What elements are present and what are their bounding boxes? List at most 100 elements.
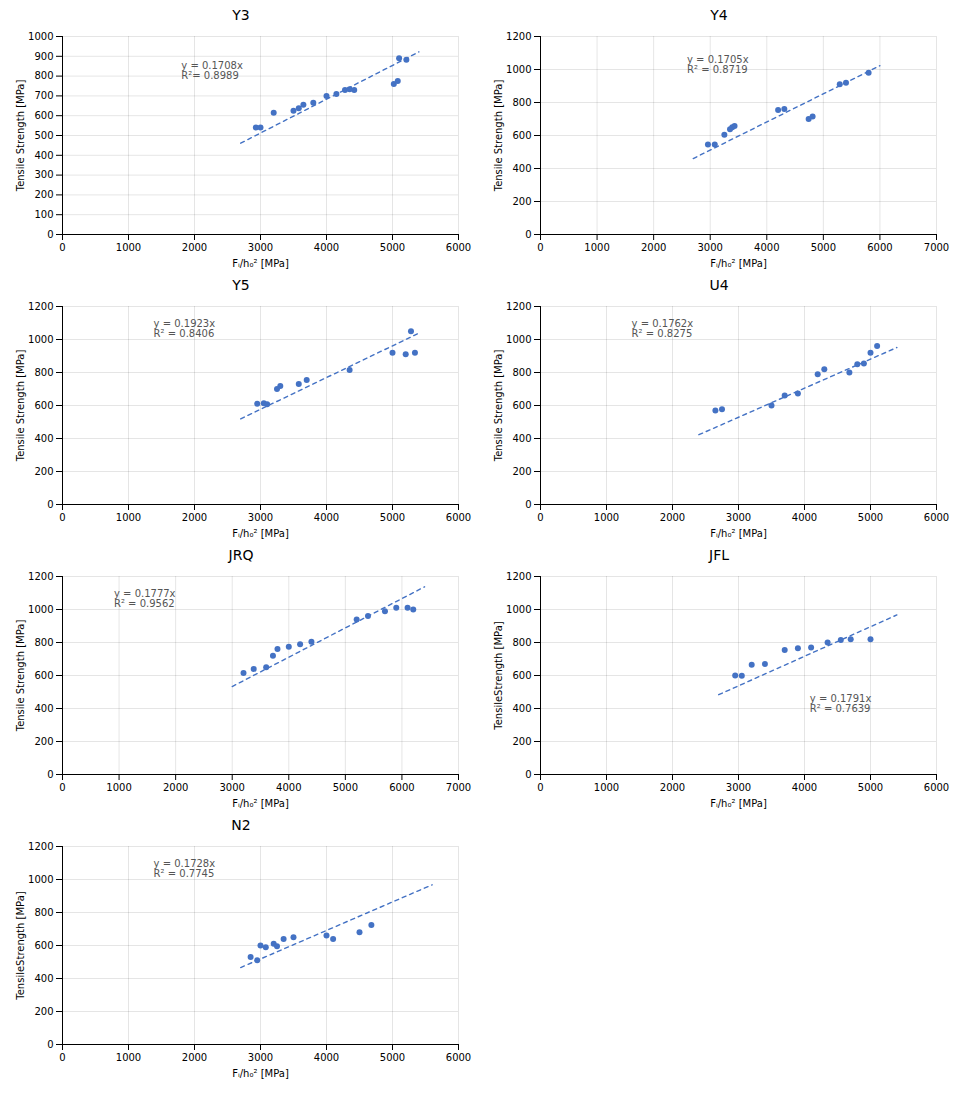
svg-text:400: 400 <box>34 150 53 161</box>
svg-text:1200: 1200 <box>28 301 53 312</box>
svg-text:600: 600 <box>512 130 531 141</box>
svg-text:0: 0 <box>537 782 543 793</box>
svg-text:y = 0.1728xR² = 0.7745: y = 0.1728xR² = 0.7745 <box>154 858 216 879</box>
svg-text:200: 200 <box>34 466 53 477</box>
svg-text:2000: 2000 <box>660 782 685 793</box>
svg-text:0: 0 <box>59 242 65 253</box>
svg-text:800: 800 <box>512 367 531 378</box>
svg-text:200: 200 <box>512 466 531 477</box>
svg-text:0: 0 <box>47 1039 53 1050</box>
svg-text:400: 400 <box>512 433 531 444</box>
svg-text:y = 0.1923xR² = 0.8406: y = 0.1923xR² = 0.8406 <box>154 318 216 339</box>
svg-text:TensileStrength [MPa]: TensileStrength [MPa] <box>15 891 26 1000</box>
svg-text:800: 800 <box>34 367 53 378</box>
svg-text:1200: 1200 <box>506 301 531 312</box>
svg-text:0: 0 <box>525 499 531 510</box>
svg-text:600: 600 <box>512 670 531 681</box>
svg-text:Fᵢ/h₀² [MPa]: Fᵢ/h₀² [MPa] <box>232 258 289 269</box>
svg-text:5000: 5000 <box>380 1052 405 1063</box>
svg-text:5000: 5000 <box>858 512 883 523</box>
svg-text:4000: 4000 <box>314 512 339 523</box>
svg-text:Fᵢ/h₀² [MPa]: Fᵢ/h₀² [MPa] <box>232 1068 289 1079</box>
svg-text:1000: 1000 <box>584 242 609 253</box>
svg-text:1000: 1000 <box>28 31 53 42</box>
svg-text:1200: 1200 <box>506 31 531 42</box>
svg-text:1200: 1200 <box>28 571 53 582</box>
svg-text:800: 800 <box>34 70 53 81</box>
svg-text:1200: 1200 <box>506 571 531 582</box>
svg-text:Fᵢ/h₀² [MPa]: Fᵢ/h₀² [MPa] <box>232 528 289 539</box>
svg-text:1000: 1000 <box>116 242 141 253</box>
svg-text:y = 0.1777xR² = 0.9562: y = 0.1777xR² = 0.9562 <box>114 588 176 609</box>
svg-text:y = 0.1762xR² = 0.8275: y = 0.1762xR² = 0.8275 <box>632 318 694 339</box>
svg-text:Tensile Strength [MPa]: Tensile Strength [MPa] <box>15 350 26 463</box>
svg-text:800: 800 <box>34 907 53 918</box>
svg-text:Tensile Strength [MPa]: Tensile Strength [MPa] <box>15 80 26 193</box>
svg-text:0: 0 <box>47 499 53 510</box>
svg-text:4000: 4000 <box>276 782 301 793</box>
svg-text:5000: 5000 <box>380 242 405 253</box>
svg-text:200: 200 <box>512 736 531 747</box>
svg-text:6000: 6000 <box>446 242 471 253</box>
svg-text:2000: 2000 <box>163 782 188 793</box>
svg-text:y = 0.1705xR² = 0.8719: y = 0.1705xR² = 0.8719 <box>687 54 749 75</box>
svg-text:1000: 1000 <box>116 512 141 523</box>
svg-text:1000: 1000 <box>28 874 53 885</box>
svg-text:TensileStrength [MPa]: TensileStrength [MPa] <box>493 621 504 730</box>
svg-text:200: 200 <box>512 196 531 207</box>
svg-text:0: 0 <box>59 1052 65 1063</box>
svg-text:0: 0 <box>537 512 543 523</box>
svg-text:Fᵢ/h₀² [MPa]: Fᵢ/h₀² [MPa] <box>710 528 767 539</box>
svg-text:1000: 1000 <box>506 64 531 75</box>
svg-text:400: 400 <box>34 973 53 984</box>
svg-text:1000: 1000 <box>506 604 531 615</box>
svg-text:200: 200 <box>34 1006 53 1017</box>
svg-text:500: 500 <box>34 130 53 141</box>
svg-text:Fᵢ/h₀² [MPa]: Fᵢ/h₀² [MPa] <box>710 798 767 809</box>
svg-text:1000: 1000 <box>594 512 619 523</box>
svg-text:6000: 6000 <box>446 1052 471 1063</box>
svg-text:400: 400 <box>512 703 531 714</box>
svg-text:6000: 6000 <box>924 782 949 793</box>
svg-text:Tensile Strength [MPa]: Tensile Strength [MPa] <box>493 350 504 463</box>
svg-text:600: 600 <box>34 400 53 411</box>
svg-text:y = 0.1708xR²= 0.8989: y = 0.1708xR²= 0.8989 <box>181 60 243 81</box>
svg-text:0: 0 <box>59 782 65 793</box>
svg-text:900: 900 <box>34 51 53 62</box>
svg-text:Fᵢ/h₀² [MPa]: Fᵢ/h₀² [MPa] <box>710 258 767 269</box>
svg-text:3000: 3000 <box>219 782 244 793</box>
svg-text:2000: 2000 <box>182 1052 207 1063</box>
svg-text:7000: 7000 <box>446 782 471 793</box>
svg-text:1000: 1000 <box>506 334 531 345</box>
svg-text:Fᵢ/h₀² [MPa]: Fᵢ/h₀² [MPa] <box>232 798 289 809</box>
svg-text:0: 0 <box>525 769 531 780</box>
svg-text:800: 800 <box>34 637 53 648</box>
svg-text:2000: 2000 <box>182 512 207 523</box>
svg-text:Tensile Strength [MPa]: Tensile Strength [MPa] <box>15 620 26 733</box>
svg-text:1000: 1000 <box>594 782 619 793</box>
svg-text:7000: 7000 <box>924 242 949 253</box>
svg-text:600: 600 <box>34 110 53 121</box>
svg-text:3000: 3000 <box>726 512 751 523</box>
svg-text:600: 600 <box>34 670 53 681</box>
svg-text:4000: 4000 <box>754 242 779 253</box>
svg-text:100: 100 <box>34 209 53 220</box>
svg-text:300: 300 <box>34 169 53 180</box>
svg-text:5000: 5000 <box>380 512 405 523</box>
svg-text:3000: 3000 <box>248 512 273 523</box>
svg-text:3000: 3000 <box>726 782 751 793</box>
svg-text:200: 200 <box>34 736 53 747</box>
svg-text:4000: 4000 <box>792 512 817 523</box>
svg-text:4000: 4000 <box>314 1052 339 1063</box>
svg-text:600: 600 <box>34 940 53 951</box>
svg-text:400: 400 <box>512 163 531 174</box>
svg-text:1000: 1000 <box>28 604 53 615</box>
svg-text:Tensile Strength [MPa]: Tensile Strength [MPa] <box>493 80 504 193</box>
svg-text:3000: 3000 <box>248 242 273 253</box>
svg-text:1000: 1000 <box>28 334 53 345</box>
svg-text:3000: 3000 <box>697 242 722 253</box>
svg-text:5000: 5000 <box>811 242 836 253</box>
svg-text:5000: 5000 <box>333 782 358 793</box>
svg-text:y = 0.1791xR² = 0.7639: y = 0.1791xR² = 0.7639 <box>810 693 872 714</box>
svg-text:6000: 6000 <box>924 512 949 523</box>
